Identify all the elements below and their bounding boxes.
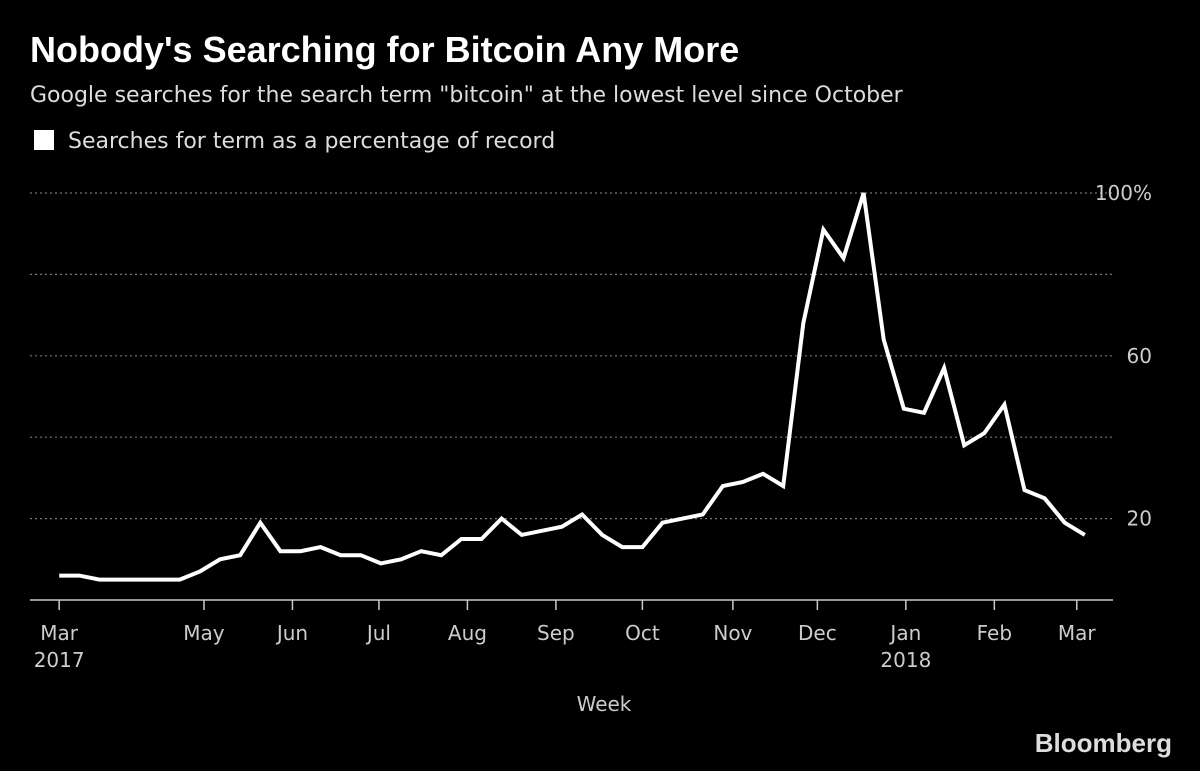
x-tick-label: Aug bbox=[448, 621, 487, 645]
y-tick-label: 20 bbox=[1127, 507, 1152, 531]
y-tick-label: 60 bbox=[1127, 344, 1152, 368]
x-tick-label: Sep bbox=[537, 621, 575, 645]
chart-title: Nobody's Searching for Bitcoin Any More bbox=[30, 29, 739, 70]
x-tick-label: Mar 2017 bbox=[34, 621, 85, 672]
x-tick-label: Jan 2018 bbox=[880, 621, 931, 672]
line-series bbox=[59, 192, 1086, 582]
legend-label: Searches for term as a percentage of rec… bbox=[68, 129, 555, 154]
x-axis-label: Week bbox=[577, 692, 632, 716]
x-tick-label: May bbox=[183, 621, 225, 645]
x-tick-label: Jun bbox=[275, 621, 308, 645]
y-tick-label: 100% bbox=[1095, 181, 1152, 205]
legend-swatch bbox=[34, 130, 54, 150]
x-tick-label: Oct bbox=[625, 621, 660, 645]
source-logo: Bloomberg bbox=[1035, 728, 1172, 758]
x-tick-label: Dec bbox=[798, 621, 837, 645]
x-tick-label: Jul bbox=[365, 621, 391, 645]
x-tick-label: Mar bbox=[1058, 621, 1097, 645]
x-tick-label: Feb bbox=[977, 621, 1012, 645]
chart-subtitle: Google searches for the search term "bit… bbox=[30, 83, 904, 108]
x-tick-label: Nov bbox=[713, 621, 752, 645]
